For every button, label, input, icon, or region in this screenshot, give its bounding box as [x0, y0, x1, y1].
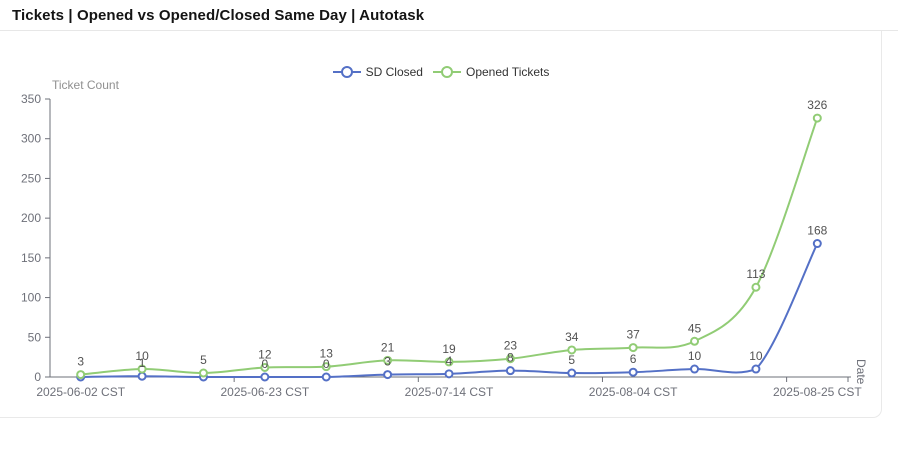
- data-point-marker: [567, 345, 577, 355]
- legend-item-opened-tickets[interactable]: Opened Tickets: [432, 65, 550, 79]
- data-point-label: 10: [749, 349, 763, 363]
- x-tick-label: 2025-07-14 CST: [405, 385, 494, 399]
- data-point-label: 3: [384, 355, 391, 369]
- data-point-label: 37: [626, 328, 640, 342]
- data-point-label: 113: [746, 267, 765, 281]
- data-point-marker: [76, 370, 86, 380]
- data-point-marker: [505, 366, 515, 376]
- y-axis-title: Ticket Count: [52, 78, 120, 92]
- data-point-label: 4: [446, 354, 453, 368]
- data-point-label: 10: [135, 349, 149, 363]
- data-point-marker: [444, 369, 454, 379]
- data-point-marker: [321, 372, 331, 382]
- y-tick-label: 350: [21, 92, 41, 106]
- x-tick-label: 2025-08-25 CST: [773, 385, 862, 399]
- data-point-label: 13: [320, 347, 334, 361]
- y-tick-label: 100: [21, 291, 41, 305]
- y-tick-label: 250: [21, 171, 41, 185]
- x-axis-title: Date: [854, 359, 868, 385]
- legend-line-marker-icon: [332, 66, 361, 78]
- data-point-label: 12: [258, 347, 272, 361]
- data-point-marker: [383, 355, 393, 365]
- data-point-marker: [444, 357, 454, 367]
- data-point-label: 5: [200, 353, 207, 367]
- data-point-marker: [690, 364, 700, 374]
- x-tick-label: 2025-06-23 CST: [220, 385, 309, 399]
- page-title: Tickets | Opened vs Opened/Closed Same D…: [12, 6, 425, 24]
- data-point-label: 5: [568, 353, 575, 367]
- legend-line-marker-icon: [432, 66, 461, 78]
- data-point-label: 10: [688, 349, 702, 363]
- legend-item-sd-closed[interactable]: SD Closed: [332, 65, 423, 79]
- chart-panel: SD Closed Opened Tickets Ticket Count 0 50 1…: [0, 31, 882, 418]
- data-point-label: 1: [139, 356, 146, 370]
- data-point-marker: [812, 113, 822, 123]
- data-point-label: 8: [507, 351, 514, 365]
- data-point-label: 3: [77, 355, 84, 369]
- data-point-marker: [812, 239, 822, 249]
- legend-label: Opened Tickets: [465, 65, 550, 79]
- line-chart[interactable]: Ticket Count0501001502002503003502025-06…: [0, 31, 882, 418]
- data-point-marker: [690, 336, 700, 346]
- data-point-label: 45: [688, 321, 702, 335]
- data-point-marker: [321, 362, 331, 372]
- data-point-label: 19: [442, 342, 456, 356]
- chart-title-bar: Tickets | Opened vs Opened/Closed Same D…: [0, 0, 898, 31]
- chart-legend: SD Closed Opened Tickets: [0, 65, 882, 79]
- data-point-marker: [137, 371, 147, 381]
- data-point-label: 23: [504, 339, 518, 353]
- data-point-label: 168: [807, 224, 827, 238]
- data-point-label: 326: [807, 98, 827, 112]
- y-tick-label: 0: [34, 370, 41, 384]
- data-point-marker: [260, 372, 270, 382]
- data-point-marker: [567, 368, 577, 378]
- data-point-label: 0: [323, 357, 330, 371]
- data-point-marker: [628, 367, 638, 377]
- legend-label: SD Closed: [365, 65, 423, 79]
- x-tick-label: 2025-06-02 CST: [36, 385, 125, 399]
- y-tick-label: 50: [28, 330, 42, 344]
- y-tick-label: 150: [21, 251, 41, 265]
- data-point-marker: [505, 354, 515, 364]
- data-point-label: 21: [381, 340, 395, 354]
- data-point-label: 0: [262, 357, 269, 371]
- data-point-marker: [628, 343, 638, 353]
- data-point-marker: [198, 368, 208, 378]
- x-tick-label: 2025-08-04 CST: [589, 385, 678, 399]
- data-point-label: 34: [565, 330, 579, 344]
- series-line-opened-tickets: [79, 117, 819, 376]
- data-point-label: 6: [630, 352, 637, 366]
- data-point-marker: [260, 362, 270, 372]
- data-point-marker: [751, 364, 761, 374]
- data-point-marker: [383, 370, 393, 380]
- y-tick-label: 300: [21, 132, 41, 146]
- y-tick-label: 200: [21, 211, 41, 225]
- data-point-marker: [751, 282, 761, 292]
- data-point-marker: [137, 364, 147, 374]
